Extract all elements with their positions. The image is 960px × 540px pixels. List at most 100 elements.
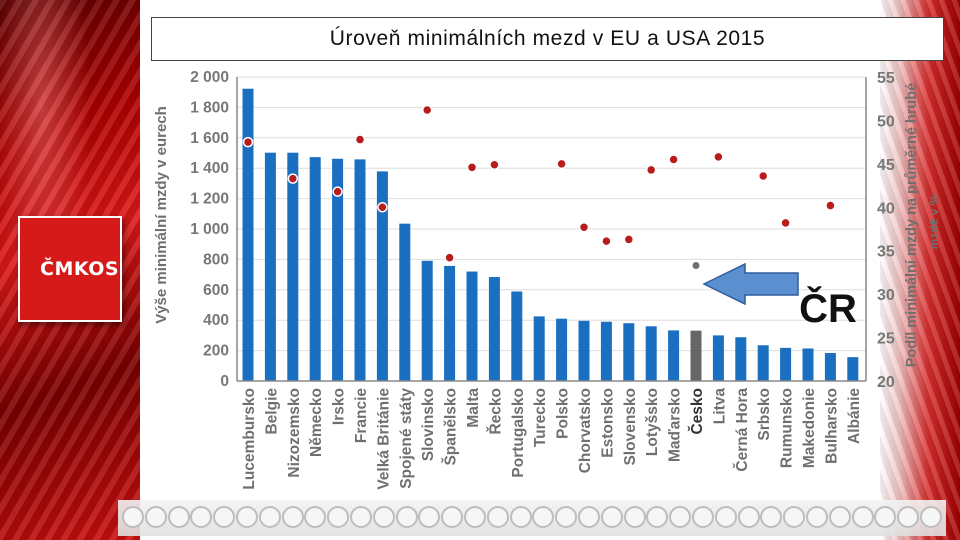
union-logo-34 (874, 506, 897, 528)
union-logo-1 (122, 506, 144, 528)
union-logo-2 (144, 506, 167, 528)
union-logo-33 (851, 506, 874, 528)
bar-6 (376, 171, 388, 381)
y-tick-label: 2 000 (190, 69, 229, 86)
bar-5 (354, 159, 366, 381)
y-tick-label: 1 600 (190, 130, 229, 147)
share-dot-0 (242, 136, 254, 148)
union-logo-13 (395, 506, 418, 528)
bar-16 (600, 321, 612, 381)
y-tick-label: 1 200 (190, 191, 229, 208)
bar-8 (421, 260, 433, 381)
share-dot-18 (645, 164, 657, 176)
union-logo-30 (783, 506, 806, 528)
y-tick-label: 600 (203, 282, 229, 299)
bar-18 (645, 326, 657, 381)
union-logo-10 (327, 506, 350, 528)
x-tick-label: Velká Británie (375, 388, 392, 490)
union-logo-9 (304, 506, 327, 528)
x-tick-label: Česko (688, 388, 706, 435)
share-dot-10 (466, 162, 478, 173)
share-dot-24 (780, 217, 791, 229)
union-logo-8 (281, 506, 304, 528)
bar-2 (287, 152, 299, 381)
title-box: Úroveň minimálních mezd v EU a USA 2015 (151, 17, 944, 61)
union-logo-31 (806, 506, 828, 528)
bar-15 (578, 320, 590, 381)
gridlines (237, 76, 866, 382)
union-logo-5 (213, 506, 236, 528)
x-tick-label: Estonsko (599, 388, 616, 458)
union-logo-24 (646, 506, 669, 528)
y-tick-label: 1 000 (190, 221, 229, 238)
cmkos-logo (18, 216, 122, 322)
slide-title: Úroveň minimálních mezd v EU a USA 2015 (329, 27, 766, 50)
bar-9 (444, 265, 456, 381)
bar-27 (847, 357, 859, 381)
bar-0 (242, 88, 254, 381)
share-dot-15 (578, 222, 590, 233)
bar-21 (712, 335, 724, 381)
x-tick-label: Nizozemsko (286, 388, 303, 478)
share-dot-21 (713, 151, 724, 163)
share-dot-16 (601, 235, 612, 247)
y2-tick-label: 50 (877, 113, 895, 130)
background-red-right (880, 0, 960, 540)
share-dot-4 (332, 186, 343, 197)
union-logo-19 (532, 506, 555, 528)
y2-tick-label: 30 (877, 287, 895, 304)
x-tick-label: Lotyšsko (644, 388, 661, 456)
share-dot-9 (444, 252, 455, 263)
x-tick-label: Polsko (555, 388, 572, 439)
share-dot-11 (489, 159, 500, 170)
y-tick-label: 200 (203, 343, 229, 360)
x-tick-label: Srbsko (756, 388, 773, 441)
y-tick-label: 1 400 (190, 160, 229, 177)
x-tick-label: Slovinsko (420, 388, 437, 461)
x-tick-label: Portugalsko (510, 388, 527, 478)
bar-11 (488, 277, 500, 381)
x-tick-label: Irsko (331, 388, 348, 425)
union-logo-15 (441, 506, 464, 528)
union-logo-26 (692, 506, 714, 528)
union-logo-3 (167, 506, 190, 528)
x-tick-label: Chorvatsko (577, 388, 594, 473)
x-tick-label: Litva (711, 388, 728, 425)
share-dot-19 (668, 154, 679, 165)
y2-tick-label: 40 (877, 200, 895, 217)
y2-axis-label-line2: mzdě v % (927, 194, 941, 249)
share-dot-17 (623, 234, 635, 245)
cr-label: ČR (799, 285, 857, 331)
y-tick-label: 800 (203, 251, 229, 268)
x-tick-label: Albánie (846, 388, 863, 444)
x-tick-label: Slovensko (622, 388, 639, 466)
y2-tick-label: 45 (877, 157, 895, 174)
y2-tick-label: 55 (877, 70, 895, 87)
union-logo-6 (236, 506, 258, 528)
bar-12 (511, 291, 523, 381)
x-tick-label: Černá Hora (733, 388, 751, 472)
union-logo-25 (669, 506, 692, 528)
union-logo-21 (578, 506, 600, 528)
y-tick-label: 0 (220, 373, 229, 390)
share-dot-20 (692, 261, 700, 269)
bar-20 (690, 330, 702, 381)
y-tick-label: 400 (203, 312, 229, 329)
y2-axis-label-line1: Podíl minimální mzdy na průměrné hrubé (904, 83, 920, 367)
share-dot-23 (757, 170, 769, 182)
union-logo-23 (623, 506, 646, 528)
x-tick-label: Německo (308, 388, 325, 457)
union-logo-35 (897, 506, 920, 528)
x-tick-labels: Lucembursko Belgie Nizozemsko Německo Irsko F… (241, 388, 863, 490)
union-logo-4 (190, 506, 213, 528)
share-dot-14 (556, 158, 567, 170)
bar-22 (735, 337, 747, 381)
x-tick-label: Spojené státy (398, 388, 415, 489)
bar-1 (264, 152, 276, 381)
x-tick-label: Bulharsko (823, 388, 840, 464)
bar-3 (309, 157, 321, 381)
bar-7 (399, 223, 411, 381)
x-tick-label: Španělsko (442, 388, 460, 466)
share-dot-6 (377, 202, 388, 213)
